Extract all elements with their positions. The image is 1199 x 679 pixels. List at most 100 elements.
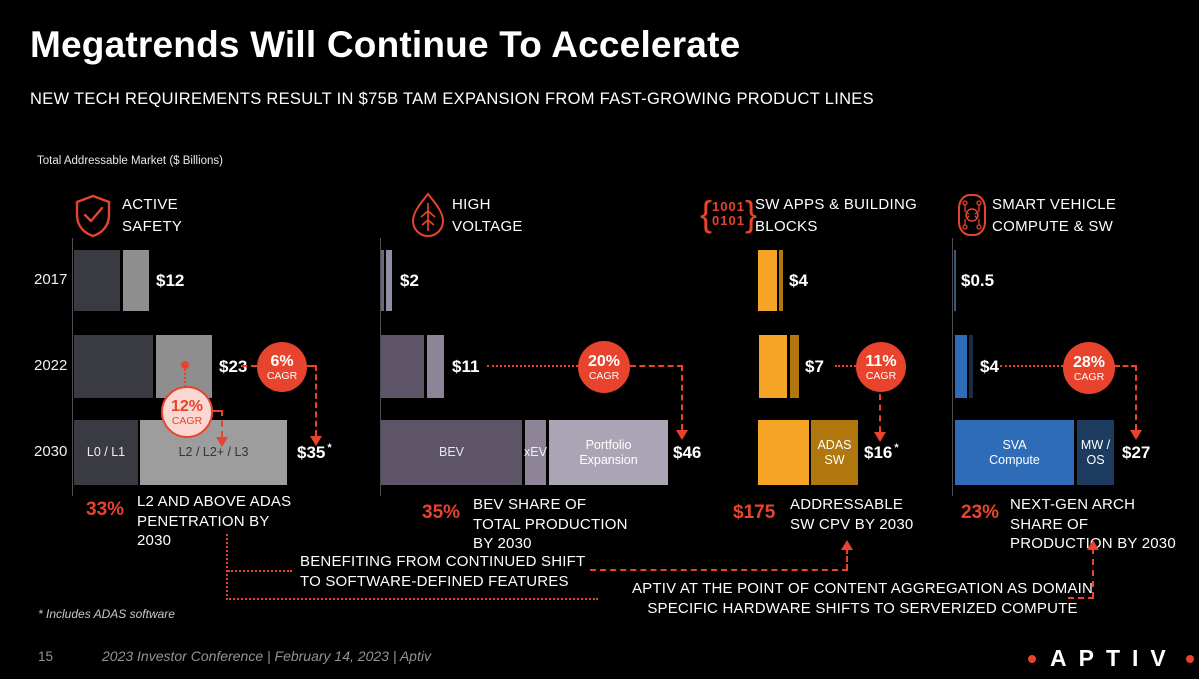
dashed-connector (307, 365, 317, 367)
stat-label-smart-vehicle: NEXT-GEN ARCH SHARE OF PRODUCTION BY 203… (1010, 496, 1176, 552)
cagr-badge-high-voltage: 20% CAGR (578, 341, 630, 393)
sw-apps-2017-total: $4 (789, 270, 808, 290)
active-safety-2017-segment-2 (123, 250, 149, 311)
stat-value-active-safety: 33% (86, 499, 125, 520)
year-label-2030: 2030 (34, 443, 68, 460)
dotted-connector (487, 365, 578, 367)
logo-dot-left (1028, 654, 1036, 663)
smart-vehicle-2017-total: $0.5 (961, 270, 995, 290)
sw-apps-2022-segment-2 (790, 335, 799, 398)
footnote: * Includes ADAS software (38, 607, 175, 621)
stat-value-smart-vehicle: 23% (961, 502, 1000, 523)
smart-vehicle-2022-total: $4 (980, 356, 999, 376)
axis-active-safety (72, 238, 73, 496)
dashed-connector (1114, 365, 1137, 367)
sw-apps-2022-total: $7 (805, 356, 824, 376)
smart-vehicle-2022-segment-2 (969, 335, 973, 398)
cagr-badge-sw-apps: 11% CAGR (856, 342, 906, 392)
page-title: Megatrends Will Continue To Accelerate (30, 24, 741, 65)
aptiv-logo: APTIV (1028, 645, 1194, 672)
dotted-connector (226, 534, 228, 600)
arrow-up-icon (841, 540, 853, 550)
active-safety-2017-total: $12 (156, 270, 185, 290)
active-safety-2022-segment-1 (74, 335, 153, 398)
sw-apps-2017-segment-1 (758, 250, 777, 311)
year-label-2017: 2017 (34, 271, 68, 288)
binary-code-icon: { 1001 0101 } (700, 196, 757, 232)
high-voltage-2030-total: $46 (673, 442, 702, 462)
stat-label-active-safety: L2 AND ABOVE ADAS PENETRATION BY 2030 (137, 493, 292, 549)
leaf-icon (410, 192, 446, 243)
column-title-active-safety: ACTIVE SAFETY (122, 196, 183, 235)
binary-bits-line2: 0101 (712, 213, 745, 228)
dashed-connector (221, 410, 223, 437)
axis-high-voltage (380, 238, 381, 496)
dotted-connector (226, 598, 598, 600)
high-voltage-2022-segment-2 (427, 335, 444, 398)
dotted-connector (184, 369, 186, 387)
slide-subtitle: NEW TECH REQUIREMENTS RESULT IN $75B TAM… (30, 90, 874, 108)
logo-wordmark: APTIV (1050, 645, 1178, 671)
stat-label-sw-apps: ADDRESSABLE SW CPV BY 2030 (790, 496, 914, 533)
year-label-2022: 2022 (34, 357, 68, 374)
smart-vehicle-2022-segment-1 (955, 335, 967, 398)
car-circuit-icon (956, 192, 988, 243)
arrow-down-icon (676, 430, 688, 440)
active-safety-2017-segment-1 (74, 250, 120, 311)
smart-vehicle-2017-segment-1 (954, 250, 956, 311)
smart-vehicle-2030-segment-mwos: MW / OS (1077, 420, 1114, 485)
dashed-connector (1092, 548, 1094, 598)
binary-brace-open: { (700, 193, 713, 234)
high-voltage-2017-total: $2 (400, 270, 419, 290)
footer-text: 2023 Investor Conference | February 14, … (102, 648, 431, 664)
smart-vehicle-2030-segment-sva: SVA Compute (955, 420, 1074, 485)
dotted-connector (228, 570, 292, 572)
stat-value-sw-apps: $175 (733, 502, 776, 523)
smart-vehicle-2030-total: $27 (1122, 442, 1151, 462)
axis-units-note: Total Addressable Market ($ Billions) (37, 155, 223, 167)
arrow-down-icon (310, 436, 322, 446)
dotted-connector (1000, 365, 1063, 367)
dashed-connector (630, 365, 683, 367)
dashed-connector (846, 548, 848, 570)
arrow-up-icon (1087, 540, 1099, 550)
high-voltage-2030-segment-xev: xEV (524, 420, 547, 485)
dashed-connector (211, 410, 223, 412)
binary-brace-close: } (744, 193, 757, 234)
dashed-connector (681, 365, 683, 430)
shield-check-icon (74, 194, 112, 243)
sw-apps-2022-segment-1 (759, 335, 787, 398)
sw-apps-2030-segment-adas-sw: ADAS SW (811, 420, 858, 485)
active-safety-2030-segment-l2l3: L2 / L2+ / L3 (140, 420, 287, 485)
high-voltage-2030-segment-bev: BEV (381, 420, 522, 485)
arrow-down-icon (216, 437, 228, 447)
page-number: 15 (38, 649, 54, 664)
dashed-connector (1135, 365, 1137, 430)
dashed-connector (1068, 597, 1094, 599)
segment-marker-dot (181, 361, 189, 369)
column-title-sw-apps: SW APPS & BUILDING BLOCKS (755, 196, 918, 235)
dashed-connector (241, 365, 257, 367)
binary-bits-line1: 1001 (712, 199, 745, 214)
logo-dot-right (1185, 654, 1194, 663)
dashed-connector (590, 569, 848, 571)
high-voltage-2017-segment-2 (386, 250, 392, 311)
stat-label-high-voltage: BEV SHARE OF TOTAL PRODUCTION BY 2030 (473, 496, 628, 552)
annotation-software-defined: BENEFITING FROM CONTINUED SHIFT TO SOFTW… (300, 553, 586, 590)
high-voltage-2022-segment-1 (381, 335, 424, 398)
annotation-content-aggregation: APTIV AT THE POINT OF CONTENT AGGREGATIO… (631, 580, 1094, 617)
cagr-badge-smart-vehicle: 28% CAGR (1063, 342, 1115, 394)
high-voltage-2030-segment-portfolio: Portfolio Expansion (549, 420, 668, 485)
axis-smart-vehicle (952, 238, 953, 496)
dotted-connector (835, 365, 856, 367)
cagr-badge-active-safety-l2: 12% CAGR (161, 386, 213, 438)
arrow-down-icon (1130, 430, 1142, 440)
dashed-connector (315, 365, 317, 436)
cagr-badge-active-safety: 6% CAGR (257, 342, 307, 392)
sw-apps-2017-segment-2 (779, 250, 783, 311)
sw-apps-2030-segment-1 (758, 420, 809, 485)
dashed-connector (879, 394, 881, 432)
active-safety-2030-total: $35 * (297, 441, 332, 462)
high-voltage-2017-segment-1 (381, 250, 384, 311)
active-safety-2022-total: $23 (219, 356, 248, 376)
